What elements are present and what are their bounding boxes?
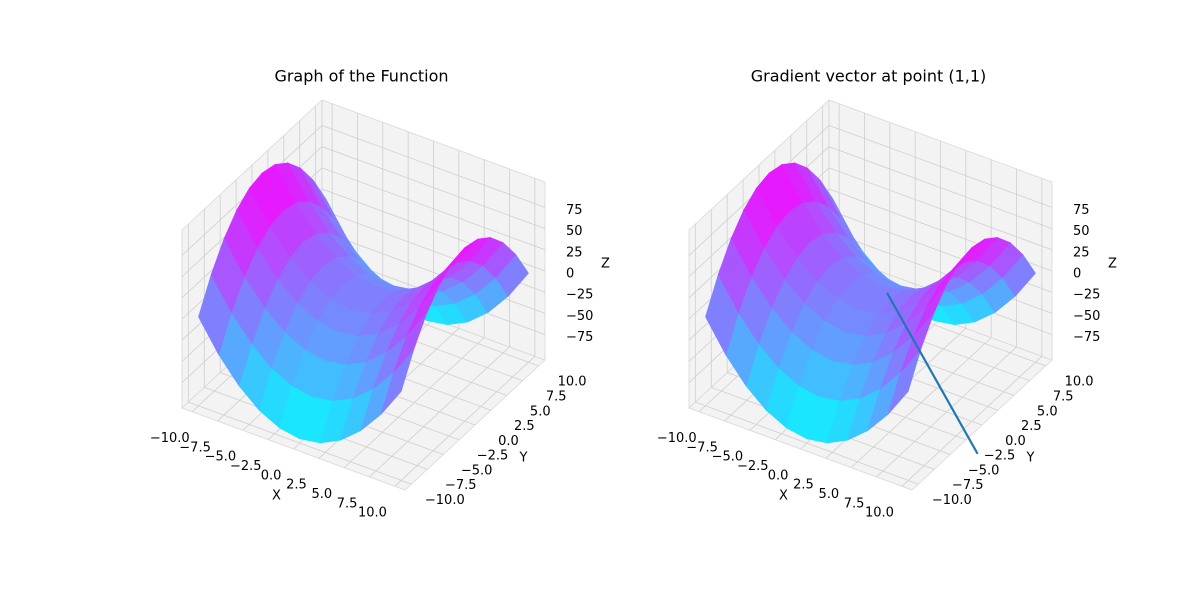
y-tick-label: −10.0 xyxy=(932,493,972,508)
y-axis-label: Y xyxy=(1026,451,1035,466)
y-grid-line xyxy=(710,209,935,470)
y-tick-label: 0.0 xyxy=(498,434,519,449)
y-tick-label: 2.5 xyxy=(514,419,535,434)
x-tick-label: −10.0 xyxy=(657,431,697,446)
x-tick-label: 7.5 xyxy=(337,496,358,511)
y-grid-line xyxy=(203,209,428,470)
y-grid-line xyxy=(694,224,919,485)
x-tick-label: 2.5 xyxy=(286,478,307,493)
surface-facet xyxy=(900,313,934,373)
x-tick-label: −2.5 xyxy=(230,459,262,474)
x-tick-label: −2.5 xyxy=(737,459,769,474)
y-axis-label: Y xyxy=(519,451,528,466)
x-grid-line xyxy=(394,178,536,487)
z-tick-label: −50 xyxy=(566,309,593,324)
y-tick-label: 10.0 xyxy=(558,375,587,390)
x-tick-label: 2.5 xyxy=(793,478,814,493)
x-tick-label: −5.0 xyxy=(712,450,744,465)
z-tick-label: 50 xyxy=(1073,224,1090,239)
y-tick-label: 7.5 xyxy=(1053,389,1074,404)
gradient-vector xyxy=(886,292,979,455)
x-tick-label: 10.0 xyxy=(358,506,387,521)
z-tick-label: −75 xyxy=(1073,330,1100,345)
y-tick-label: 5.0 xyxy=(530,404,551,419)
y-tick-label: −10.0 xyxy=(425,493,465,508)
z-tick-label: 50 xyxy=(566,224,583,239)
z-tick-label: 25 xyxy=(1073,245,1090,260)
x-tick-label: 5.0 xyxy=(818,487,839,502)
x-axis-label: X xyxy=(779,489,788,504)
z-tick-label: −25 xyxy=(566,288,593,303)
x-grid-line xyxy=(876,168,1017,478)
y-tick-label: 0.0 xyxy=(1005,434,1026,449)
y-tick-label: −7.5 xyxy=(445,478,477,493)
y-grid-line xyxy=(187,224,412,485)
z-tick-label: 0 xyxy=(566,267,574,282)
y-tick-label: −2.5 xyxy=(477,449,509,464)
x-tick-label: −7.5 xyxy=(179,440,211,455)
chart-title: Gradient vector at point (1,1) xyxy=(751,67,987,86)
y-tick-label: 5.0 xyxy=(1037,404,1058,419)
z-tick-label: −25 xyxy=(1073,288,1100,303)
y-tick-label: −5.0 xyxy=(461,463,493,478)
y-tick-label: −5.0 xyxy=(968,463,1000,478)
x-tick-label: 5.0 xyxy=(311,487,332,502)
x-grid-line xyxy=(369,168,510,478)
x-tick-label: −5.0 xyxy=(205,450,237,465)
x-tick-label: −10.0 xyxy=(150,431,190,446)
y-tick-label: −7.5 xyxy=(952,478,984,493)
surface-facet xyxy=(717,238,752,314)
x-tick-label: 0.0 xyxy=(768,468,789,483)
y-tick-label: 2.5 xyxy=(1021,419,1042,434)
z-axis-label: Z xyxy=(1108,257,1117,272)
surface-facet xyxy=(393,313,427,373)
chart-title: Graph of the Function xyxy=(274,67,448,86)
x-axis-label: X xyxy=(272,489,281,504)
x-grid-line xyxy=(850,159,992,468)
y-tick-label: −2.5 xyxy=(984,449,1016,464)
x-tick-label: 0.0 xyxy=(261,468,282,483)
z-tick-label: 75 xyxy=(566,203,583,218)
y-tick-label: 7.5 xyxy=(546,389,567,404)
x-tick-label: −7.5 xyxy=(686,440,718,455)
x-grid-line xyxy=(343,159,485,468)
x-tick-label: 10.0 xyxy=(865,506,894,521)
z-grid-line xyxy=(181,124,546,256)
x-tick-label: 7.5 xyxy=(844,496,865,511)
z-tick-label: −75 xyxy=(566,330,593,345)
z-grid-line xyxy=(688,124,1053,256)
x-grid-line xyxy=(901,178,1043,487)
z-tick-label: 75 xyxy=(1073,203,1090,218)
z-tick-label: 0 xyxy=(1073,267,1081,282)
surface-facet xyxy=(210,238,245,314)
y-tick-label: 10.0 xyxy=(1065,375,1094,390)
z-tick-label: −50 xyxy=(1073,309,1100,324)
z-tick-label: 25 xyxy=(566,245,583,260)
z-axis-label: Z xyxy=(601,257,610,272)
